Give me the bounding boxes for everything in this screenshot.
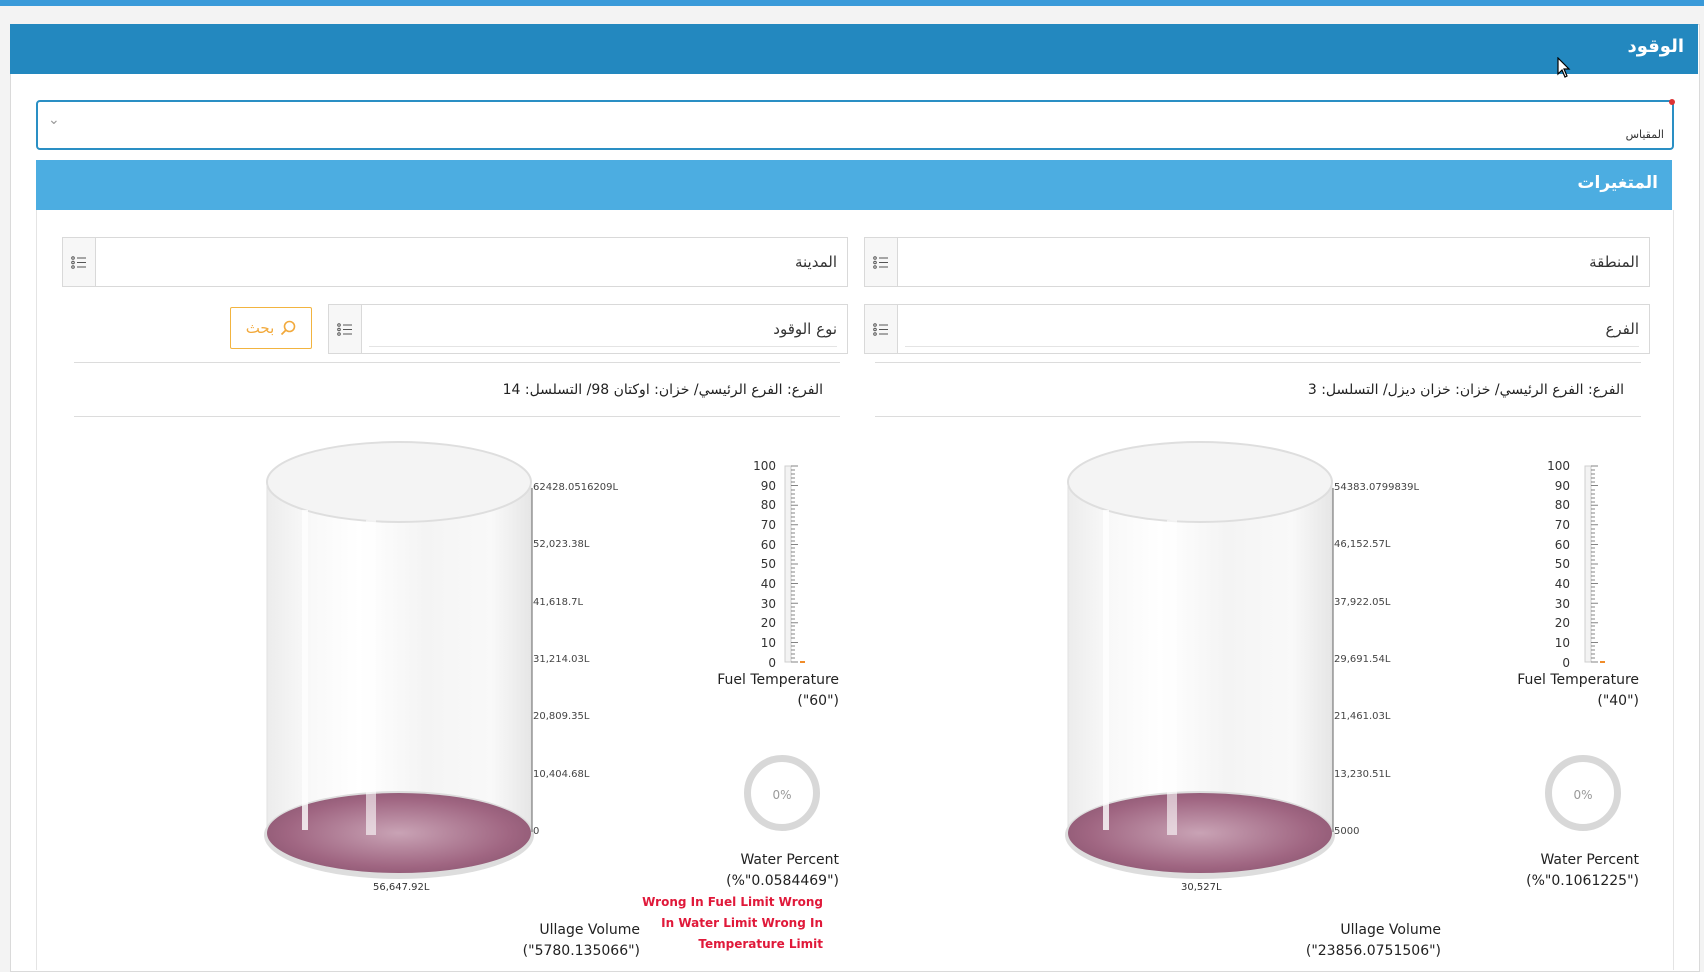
fuel-type-list-button[interactable] xyxy=(329,305,362,353)
tank-axis-label: 52,023.38L xyxy=(533,539,590,550)
variables-title: المتغيرات xyxy=(1577,173,1658,193)
tank-value-label: 30,527L xyxy=(1181,882,1222,893)
region-label: المنطقة xyxy=(1589,253,1639,271)
list-icon xyxy=(337,322,352,336)
thermo-tick: 80 xyxy=(760,498,776,512)
tank-cylinder-octane xyxy=(264,441,534,879)
tank-caption-diesel: الفرع: الفرع الرئيسي/ خزان: خزان ديزل/ ا… xyxy=(1307,382,1624,398)
tank-axis-label: 10,404.68L xyxy=(533,769,590,780)
water-percent-label: Water Percent xyxy=(1540,852,1639,868)
water-percent-donut-value: 0% xyxy=(772,788,792,802)
tank-axis-label: 13,230.51L xyxy=(1334,769,1391,780)
fuel-temperature-value: ("40") xyxy=(1597,693,1639,709)
ullage-volume-label: Ullage Volume xyxy=(1340,922,1441,938)
fuel-type-underline xyxy=(369,346,837,347)
thermo-tick: 0 xyxy=(1562,656,1570,670)
tank-caption-octane: الفرع: الفرع الرئيسي/ خزان: اوكتان 98/ ا… xyxy=(502,382,823,398)
city-field[interactable]: المدينة xyxy=(62,237,848,287)
tank-axis-label: 20,809.35L xyxy=(533,711,590,722)
search-button-label: بحث xyxy=(245,319,275,337)
water-percent-label: Water Percent xyxy=(740,852,839,868)
thermo-tick: 50 xyxy=(760,557,776,571)
thermo-tick: 40 xyxy=(760,577,776,591)
separator xyxy=(74,362,840,363)
tank-cylinder-diesel xyxy=(1065,441,1335,879)
tank-axis-label: 46,152.57L xyxy=(1334,539,1391,550)
separator xyxy=(875,362,1641,363)
measure-select-label: المقياس xyxy=(1625,128,1664,141)
tank-axis-diesel xyxy=(1332,488,1334,832)
water-percent-donut: 0% xyxy=(1545,755,1621,831)
tank-axis-label: 0 xyxy=(533,826,540,837)
search-button[interactable]: بحث xyxy=(230,307,312,349)
thermometer-scale xyxy=(1584,465,1605,663)
thermo-tick: 70 xyxy=(760,518,776,532)
measure-select[interactable]: ⌄ المقياس xyxy=(36,99,1675,150)
region-list-button[interactable] xyxy=(865,238,898,286)
tank-axis-label: 5000 xyxy=(1334,826,1360,837)
tank-axis-label: 29,691.54L xyxy=(1334,654,1391,665)
city-list-button[interactable] xyxy=(63,238,96,286)
tank-axis-label: 62428.0516209L xyxy=(533,482,619,493)
thermo-tick: 90 xyxy=(1554,479,1570,493)
tank-axis-label: 37,922.05L xyxy=(1334,597,1391,608)
tank-axis-label: 31,214.03L xyxy=(533,654,590,665)
water-percent-donut-value: 0% xyxy=(1573,788,1593,802)
city-label: المدينة xyxy=(794,253,837,271)
ullage-volume-label: Ullage Volume xyxy=(539,922,640,938)
list-icon xyxy=(873,322,888,336)
tank-axis-octane xyxy=(531,488,533,832)
branch-label: الفرع xyxy=(1605,320,1639,338)
list-icon xyxy=(873,255,888,269)
thermo-tick: 10 xyxy=(1554,636,1570,650)
thermo-tick: 100 xyxy=(1547,459,1570,473)
water-percent-value: (%"0.0584469") xyxy=(726,873,839,889)
fuel-temperature-label: Fuel Temperature xyxy=(717,672,839,688)
thermo-tick: 40 xyxy=(1554,577,1570,591)
required-indicator xyxy=(1669,99,1675,105)
thermo-tick: 60 xyxy=(760,538,776,552)
mouse-cursor-icon xyxy=(1557,57,1571,78)
thermo-tick: 100 xyxy=(753,459,776,473)
page-title: الوقود xyxy=(1627,36,1684,57)
page-header: الوقود xyxy=(10,24,1698,74)
thermo-tick: 80 xyxy=(1554,498,1570,512)
thermo-tick: 20 xyxy=(760,616,776,630)
thermo-tick: 70 xyxy=(1554,518,1570,532)
top-accent-strip xyxy=(0,0,1704,6)
branch-field[interactable]: الفرع xyxy=(864,304,1650,354)
thermo-tick: 20 xyxy=(1554,616,1570,630)
fuel-temperature-label: Fuel Temperature xyxy=(1517,672,1639,688)
limit-error-message: Wrong In Fuel Limit Wrong In Water Limit… xyxy=(642,895,823,951)
list-icon xyxy=(71,255,86,269)
thermo-tick: 0 xyxy=(768,656,776,670)
fuel-temperature-value: ("60") xyxy=(797,693,839,709)
thermo-tick: 60 xyxy=(1554,538,1570,552)
separator xyxy=(875,416,1641,417)
thermo-tick: 30 xyxy=(760,597,776,611)
variables-panel-header: المتغيرات xyxy=(36,160,1672,210)
search-icon xyxy=(281,320,296,336)
thermo-tick: 10 xyxy=(760,636,776,650)
region-field[interactable]: المنطقة xyxy=(864,237,1650,287)
ullage-volume-value: ("23856.0751506") xyxy=(1305,943,1441,959)
tank-axis-label: 21,461.03L xyxy=(1334,711,1391,722)
separator xyxy=(74,416,840,417)
tank-axis-label: 41,618.7L xyxy=(533,597,584,608)
chevron-down-icon: ⌄ xyxy=(48,112,60,128)
water-percent-donut: 0% xyxy=(744,755,820,831)
branch-list-button[interactable] xyxy=(865,305,898,353)
branch-underline xyxy=(905,346,1639,347)
tank-axis-label: 54383.0799839L xyxy=(1334,482,1420,493)
fuel-type-label: نوع الوقود xyxy=(773,320,837,338)
fuel-type-field[interactable]: نوع الوقود xyxy=(328,304,848,354)
thermo-tick: 50 xyxy=(1554,557,1570,571)
thermo-tick: 90 xyxy=(760,479,776,493)
ullage-volume-value: ("5780.135066") xyxy=(522,943,640,959)
thermo-tick: 30 xyxy=(1554,597,1570,611)
tank-value-label: 56,647.92L xyxy=(373,882,430,893)
water-percent-value: (%"0.1061225") xyxy=(1526,873,1639,889)
thermometer-scale xyxy=(784,465,805,663)
